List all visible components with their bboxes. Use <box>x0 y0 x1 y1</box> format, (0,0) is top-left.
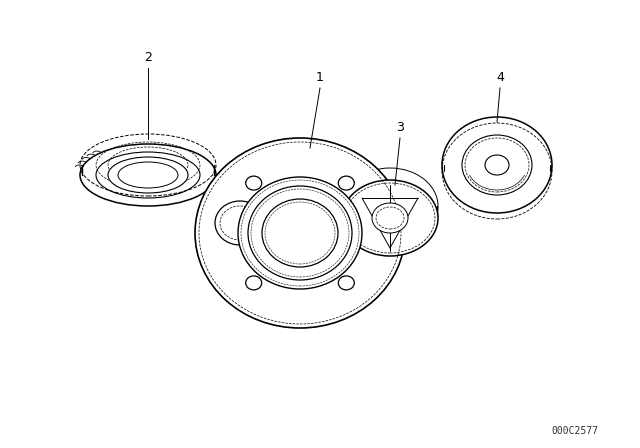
Ellipse shape <box>246 276 262 290</box>
Ellipse shape <box>248 186 352 280</box>
Ellipse shape <box>462 135 532 195</box>
Ellipse shape <box>262 199 338 267</box>
Text: 3: 3 <box>396 121 404 134</box>
Ellipse shape <box>238 177 362 289</box>
Text: 4: 4 <box>496 71 504 84</box>
Ellipse shape <box>80 144 216 206</box>
Ellipse shape <box>339 276 355 290</box>
Ellipse shape <box>215 201 265 245</box>
Text: 000C2577: 000C2577 <box>552 426 598 436</box>
Ellipse shape <box>195 138 405 328</box>
Ellipse shape <box>108 157 188 193</box>
Ellipse shape <box>372 203 408 233</box>
Ellipse shape <box>442 117 552 213</box>
Ellipse shape <box>246 176 262 190</box>
Text: 1: 1 <box>316 71 324 84</box>
Ellipse shape <box>342 180 438 256</box>
Ellipse shape <box>485 155 509 175</box>
Text: 2: 2 <box>144 51 152 64</box>
Ellipse shape <box>339 176 355 190</box>
